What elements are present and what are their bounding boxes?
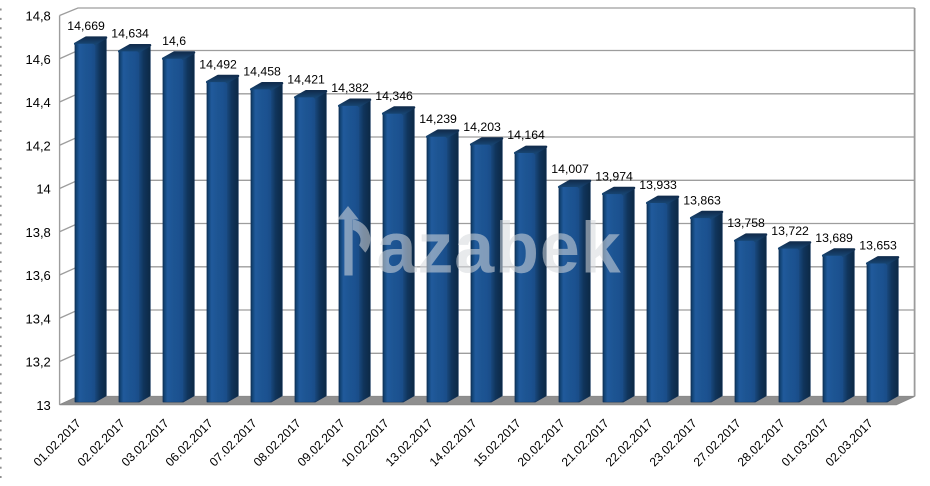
svg-text:13,6: 13,6 bbox=[25, 268, 50, 283]
svg-text:14,203: 14,203 bbox=[463, 120, 501, 134]
svg-text:14,634: 14,634 bbox=[111, 27, 149, 41]
svg-text:13,722: 13,722 bbox=[771, 224, 809, 238]
svg-text:13,4: 13,4 bbox=[25, 311, 50, 326]
svg-text:14,382: 14,382 bbox=[331, 81, 369, 95]
svg-text:14,6: 14,6 bbox=[162, 34, 186, 48]
svg-text:14,164: 14,164 bbox=[507, 128, 545, 142]
svg-text:azabek: azabek bbox=[377, 208, 622, 288]
svg-text:13,2: 13,2 bbox=[25, 355, 50, 370]
svg-text:13,653: 13,653 bbox=[859, 239, 897, 253]
svg-text:13,933: 13,933 bbox=[639, 178, 677, 192]
svg-text:14,6: 14,6 bbox=[25, 52, 50, 67]
svg-text:14,4: 14,4 bbox=[25, 95, 50, 110]
svg-text:14,239: 14,239 bbox=[419, 112, 457, 126]
svg-text:14,492: 14,492 bbox=[199, 57, 237, 71]
svg-text:13,974: 13,974 bbox=[595, 169, 633, 183]
svg-text:14,669: 14,669 bbox=[67, 19, 105, 33]
svg-text:14,8: 14,8 bbox=[25, 9, 50, 24]
svg-text:14,458: 14,458 bbox=[243, 65, 281, 79]
svg-text:14: 14 bbox=[36, 182, 50, 197]
svg-text:13,863: 13,863 bbox=[683, 193, 721, 207]
svg-text:13,689: 13,689 bbox=[815, 231, 853, 245]
svg-text:14,007: 14,007 bbox=[551, 162, 589, 176]
svg-text:14,421: 14,421 bbox=[287, 73, 325, 87]
svg-text:13: 13 bbox=[36, 398, 50, 413]
svg-text:13,8: 13,8 bbox=[25, 225, 50, 240]
svg-text:14,2: 14,2 bbox=[25, 138, 50, 153]
svg-text:13,758: 13,758 bbox=[727, 216, 765, 230]
svg-text:14,346: 14,346 bbox=[375, 89, 413, 103]
